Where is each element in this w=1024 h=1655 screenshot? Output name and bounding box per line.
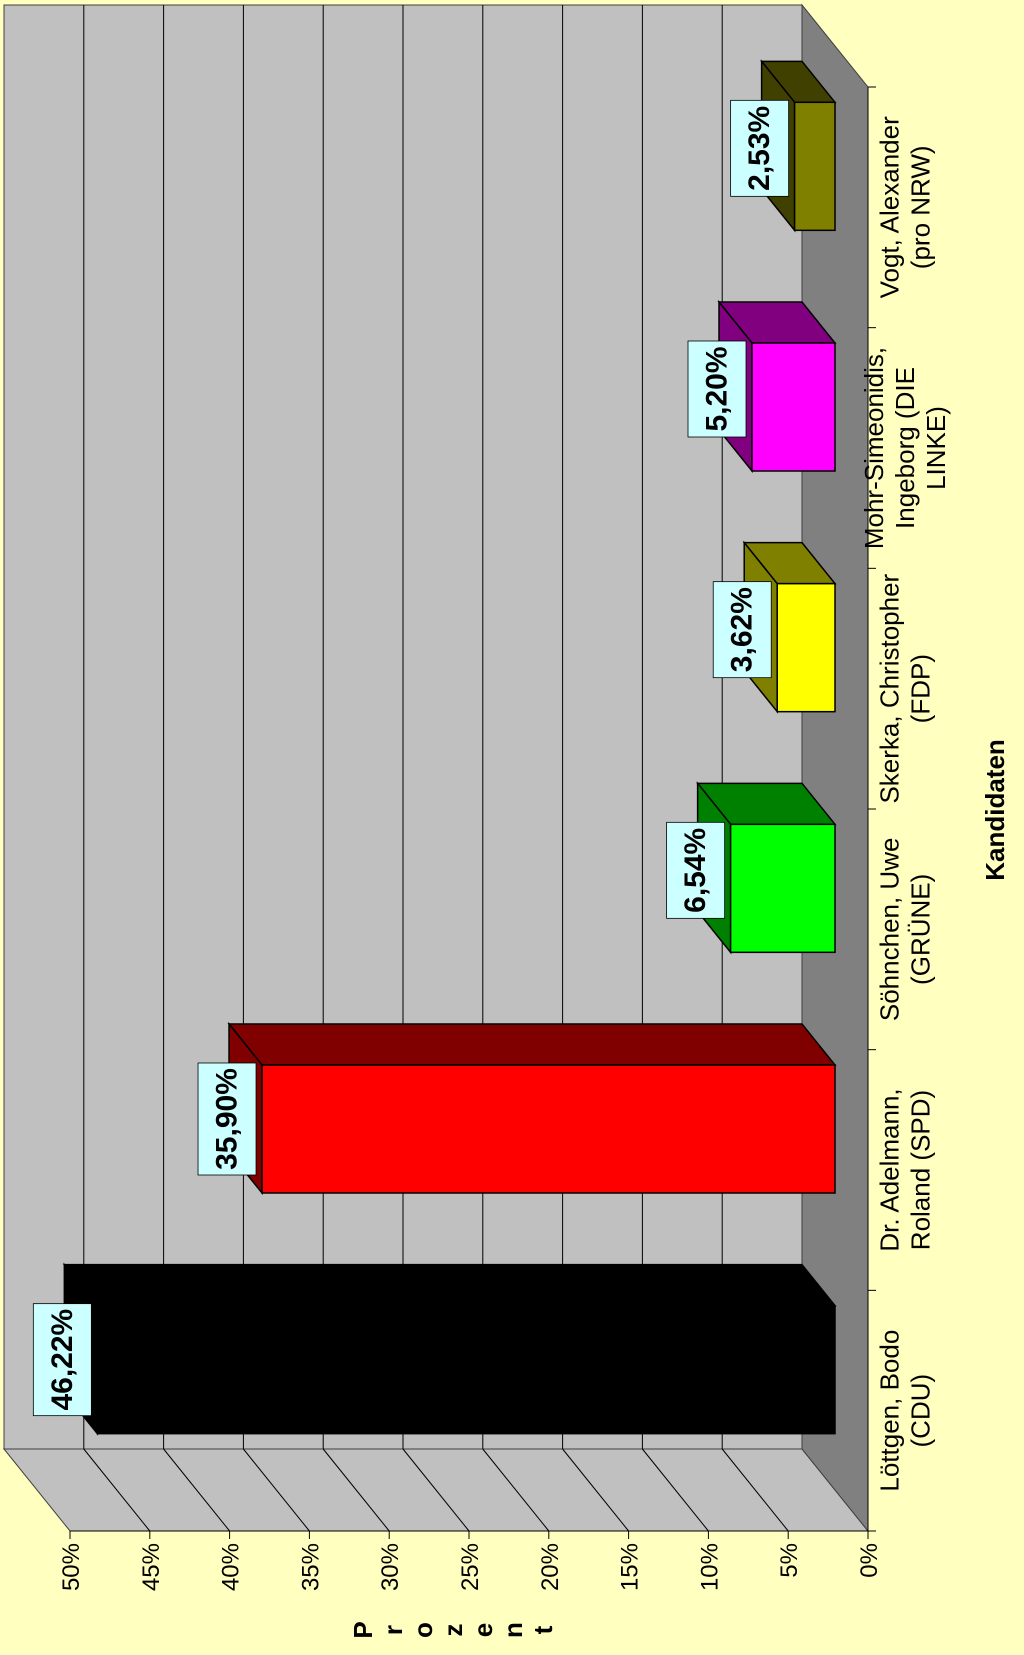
bar: 6,54% (666, 781, 837, 955)
bar-front-face (261, 1064, 836, 1194)
bar-top-face (62, 1263, 837, 1307)
bar: 2,53% (730, 59, 837, 233)
data-label: 5,20% (701, 346, 734, 431)
data-label-box (197, 1062, 257, 1176)
gridline-side (562, 1448, 629, 1532)
value-tick-label: 15% (617, 1543, 644, 1591)
category-label-line: (FDP) (906, 654, 936, 723)
data-label-box (32, 1303, 92, 1417)
category-label-line: (GRÜNE) (906, 874, 936, 985)
x-axis-title: Kandidaten (980, 739, 1010, 881)
data-label-box (687, 340, 747, 438)
data-label: 46,22% (46, 1309, 79, 1411)
data-label: 6,54% (679, 828, 712, 913)
category-label: Mohr-Simeonidis,Ingeborg (DIELINKE) (859, 347, 951, 549)
bar-front-face (793, 101, 836, 232)
category-label: Söhnchen, Uwe(GRÜNE) (875, 838, 936, 1022)
bar: 5,20% (687, 299, 837, 474)
bar-top-face (227, 1023, 837, 1066)
value-tick-label: 40% (218, 1543, 245, 1591)
category-label: Löttgen, Bodo(CDU) (875, 1330, 936, 1492)
bar-front-face (96, 1304, 836, 1435)
data-label: 35,90% (211, 1068, 244, 1170)
value-tick-label: 0% (856, 1543, 883, 1578)
category-label: Skerka, Christopher(FDP) (875, 573, 936, 803)
value-tick-label: 45% (138, 1543, 165, 1591)
category-label-line: Löttgen, Bodo (875, 1330, 905, 1492)
data-label-box (666, 821, 726, 919)
gridline-side (243, 1448, 310, 1532)
category-axis (867, 86, 876, 1532)
gridline-side (402, 1448, 470, 1532)
y-axis-title-letter: n (498, 1622, 528, 1638)
y-axis-title-letter: t (528, 1625, 558, 1634)
category-label-line: LINKE) (921, 406, 951, 490)
gridline-side (163, 1448, 230, 1532)
gridline-side (83, 1448, 151, 1532)
category-label: Vogt, Alexander(pro NRW) (875, 116, 936, 298)
gridline-side (322, 1448, 390, 1532)
y-axis-title-letter: z (438, 1624, 468, 1637)
bars: 46,22% 35,90% 6,54% 3,62% 5,20% 2,53% (32, 59, 837, 1436)
category-label-line: Skerka, Christopher (875, 573, 905, 803)
category-label-line: Ingeborg (DIE (890, 367, 920, 529)
category-label-line: Roland (SPD) (906, 1090, 936, 1250)
value-tick-label: 35% (297, 1543, 324, 1591)
value-tick-label: 25% (457, 1543, 484, 1591)
data-label: 2,53% (743, 106, 776, 191)
bar-front-face (751, 342, 836, 472)
category-label-line: (pro NRW) (906, 145, 936, 269)
bar: 35,90% (197, 1021, 837, 1196)
bar: 3,62% (712, 540, 837, 714)
value-tick-label: 10% (696, 1543, 723, 1591)
gridline-side (721, 1448, 789, 1532)
gridlines (83, 5, 789, 1532)
value-tick-label: 50% (58, 1543, 85, 1591)
category-label-line: Vogt, Alexander (875, 116, 905, 298)
data-label-box (730, 99, 790, 197)
y-axis-title-letter: o (408, 1622, 438, 1638)
gridline-side (482, 1448, 550, 1532)
bar-front-face (776, 582, 836, 713)
value-tick-label: 5% (776, 1543, 803, 1578)
category-labels: Löttgen, Bodo(CDU) Dr. Adelmann,Roland (S… (859, 116, 951, 1492)
category-label-line: (CDU) (906, 1374, 936, 1448)
category-label-line: Mohr-Simeonidis, (859, 347, 889, 549)
bar-front-face (729, 823, 836, 954)
y-axis-title-letter: r (378, 1625, 408, 1635)
category-label-line: Dr. Adelmann, (875, 1088, 905, 1251)
y-axis-title-letter: P (348, 1621, 378, 1638)
category-label-line: Söhnchen, Uwe (875, 838, 905, 1022)
y-axis-title-letter: e (468, 1623, 498, 1637)
value-tick-label: 30% (377, 1543, 404, 1591)
value-axis: 0% 5% 10% 15% 20% 25% 30% 35% 40% 45% 50% (58, 1530, 883, 1591)
gridline-side (642, 1448, 709, 1532)
value-tick-label: 20% (537, 1543, 564, 1591)
data-label: 3,62% (726, 587, 759, 672)
data-label-box (712, 581, 772, 679)
bar: 46,22% (32, 1262, 837, 1436)
category-label: Dr. Adelmann,Roland (SPD) (875, 1088, 936, 1251)
